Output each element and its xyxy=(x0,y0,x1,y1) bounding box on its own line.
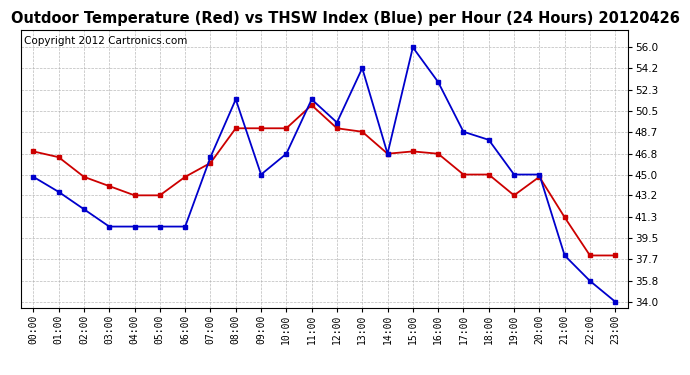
Text: Copyright 2012 Cartronics.com: Copyright 2012 Cartronics.com xyxy=(23,36,187,45)
Text: Outdoor Temperature (Red) vs THSW Index (Blue) per Hour (24 Hours) 20120426: Outdoor Temperature (Red) vs THSW Index … xyxy=(10,11,680,26)
